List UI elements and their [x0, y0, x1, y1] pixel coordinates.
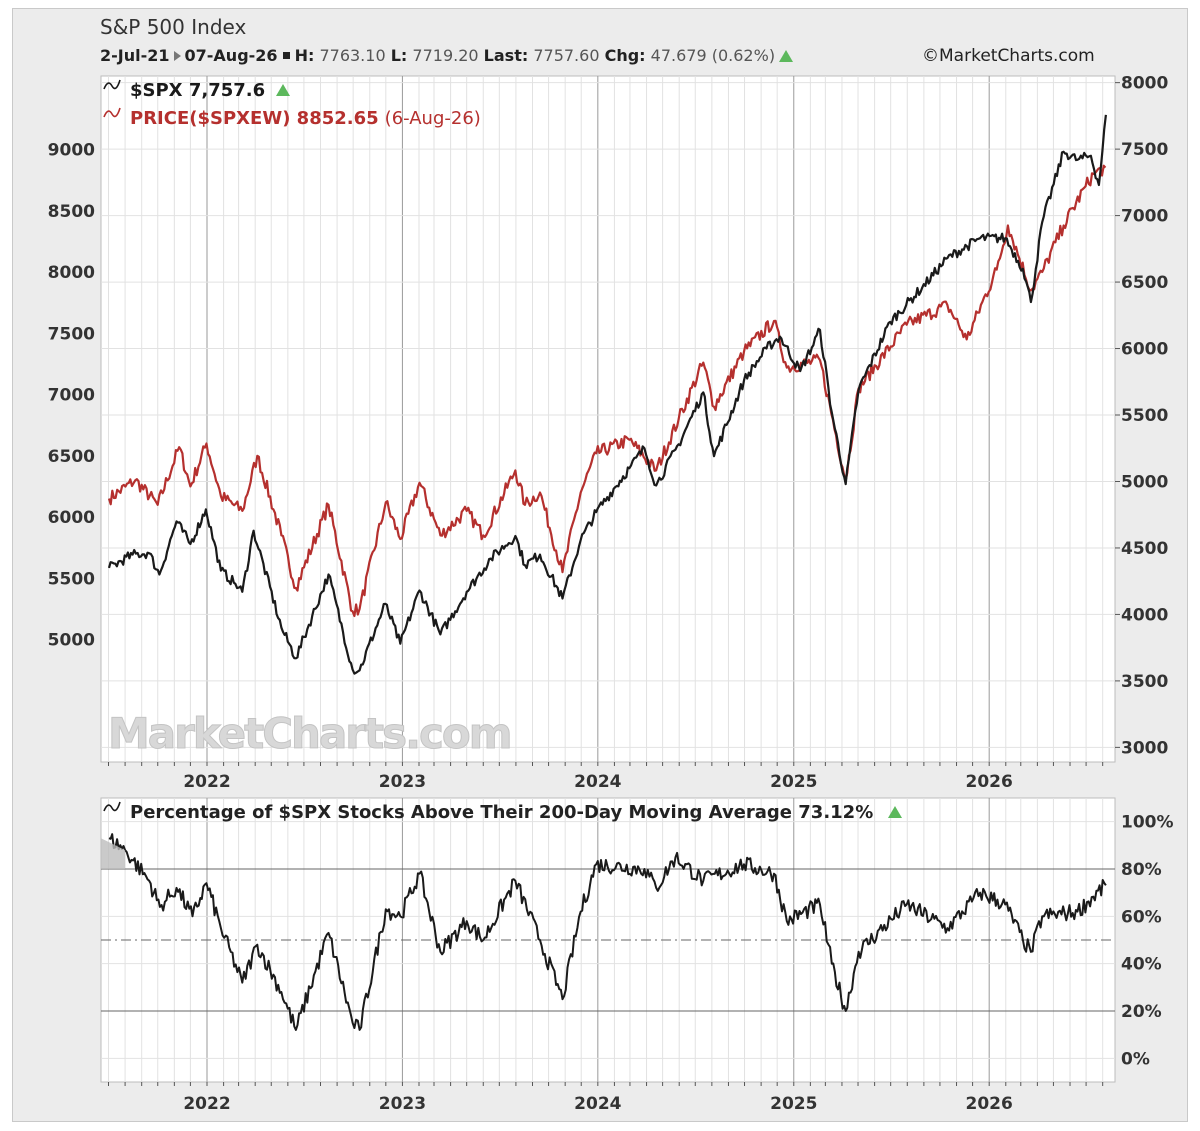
legend-line-icon [103, 107, 121, 118]
right-axis-tick-label: 5000 [1121, 472, 1168, 492]
watermark-layer: MarketCharts.com [108, 709, 514, 759]
copyright-text: ©MarketCharts.com [922, 46, 1095, 66]
left-axis-tick-label: 5000 [48, 631, 95, 651]
last-value: 7757.60 [533, 46, 600, 65]
right-axis-tick-label: 8000 [1121, 74, 1168, 94]
breadth-axis-tick-label: 0% [1121, 1049, 1150, 1069]
left-axis-tick-label: 5500 [48, 569, 95, 589]
right-axis-tick-label: 4000 [1121, 605, 1168, 625]
last-label: Last: [483, 46, 529, 65]
panels [100, 75, 1116, 1083]
right-axis-tick-label: 6500 [1121, 273, 1168, 293]
x-axis-tick-label: 2022 [183, 1094, 230, 1114]
breadth-axis-tick-label: 60% [1121, 907, 1162, 927]
x-axis-tick-label: 2024 [574, 772, 621, 792]
legend: $SPX 7,757.6 PRICE($SPXEW) 8852.65 (6-Aug-… [103, 79, 902, 823]
overbought-shade [101, 838, 126, 869]
legend-line-icon [103, 79, 121, 90]
right-axis-tick-label: 7000 [1121, 207, 1168, 227]
x-axis-tick-label: 2022 [183, 772, 230, 792]
right-axis-tick-label: 3000 [1121, 738, 1168, 758]
breadth-panel-title: Percentage of $SPX Stocks Above Their 20… [130, 802, 873, 823]
up-triangle-icon [276, 84, 290, 96]
tick-labels: 5000 5500 6000 6500 7000 7500 8000 8500 9000 3000… [48, 74, 1174, 1114]
high-value: 7763.10 [319, 46, 386, 65]
x-axis-tick-label: 2023 [379, 772, 426, 792]
right-axis-tick-label: 7500 [1121, 140, 1168, 160]
left-axis-tick-label: 8000 [48, 263, 95, 283]
series-line-spx [107, 114, 1107, 675]
quote-summary-line: 2-Jul-21 07-Aug-26 H: 7763.10 L: 7719.20 L… [100, 46, 794, 65]
watermark-logo: MarketCharts.com [108, 709, 511, 758]
left-axis-tick-label: 8500 [48, 202, 95, 222]
left-axis-tick-label: 6000 [48, 508, 95, 528]
breadth-axis-tick-label: 80% [1121, 860, 1162, 880]
breadth-axis-tick-label: 20% [1121, 1002, 1162, 1022]
price-panel [100, 75, 1116, 763]
x-axis-tick-label: 2026 [966, 1094, 1013, 1114]
legend-spxew-date: (6-Aug-26) [385, 108, 481, 129]
legend-spx: $SPX 7,757.6 [130, 80, 265, 101]
chg-value: 47.679 (0.62%) [650, 46, 776, 65]
up-triangle-icon [888, 806, 902, 818]
x-axis-tick-label: 2025 [770, 772, 817, 792]
square-bullet-icon [282, 52, 290, 59]
right-axis-tick-label: 5500 [1121, 406, 1168, 426]
legend-line-icon [103, 801, 121, 812]
right-axis-tick-label: 4500 [1121, 539, 1168, 559]
high-label: H: [294, 46, 315, 65]
series-line-spxew [107, 164, 1107, 618]
low-label: L: [390, 46, 408, 65]
breadth-axis-tick-label: 40% [1121, 955, 1162, 975]
date-end: 07-Aug-26 [184, 46, 278, 65]
series-layer [101, 114, 1107, 1031]
x-axis-tick-label: 2025 [770, 1094, 817, 1114]
right-axis-tick-label: 3500 [1121, 672, 1168, 692]
low-value: 7719.20 [412, 46, 479, 65]
left-axis-tick-label: 7500 [48, 324, 95, 344]
chg-label: Chg: [604, 46, 646, 65]
right-axis-tick-label: 6000 [1121, 340, 1168, 360]
left-axis-tick-label: 7000 [48, 386, 95, 406]
x-axis-tick-label: 2023 [379, 1094, 426, 1114]
x-axis-tick-label: 2026 [966, 772, 1013, 792]
series-line-breadth [108, 833, 1107, 1031]
legend-spxew-value: PRICE($SPXEW) 8852.65 [130, 108, 379, 129]
left-axis-tick-label: 6500 [48, 447, 95, 467]
breadth-axis-tick-label: 100% [1121, 813, 1174, 833]
date-start: 2-Jul-21 [100, 46, 170, 65]
chart-title: S&P 500 Index [100, 15, 247, 39]
legend-spxew: PRICE($SPXEW) 8852.65 (6-Aug-26) [130, 108, 481, 129]
arrow-right-icon [173, 51, 181, 61]
x-axis-tick-label: 2024 [574, 1094, 621, 1114]
left-axis-tick-label: 9000 [48, 141, 95, 161]
up-triangle-icon [779, 50, 794, 62]
